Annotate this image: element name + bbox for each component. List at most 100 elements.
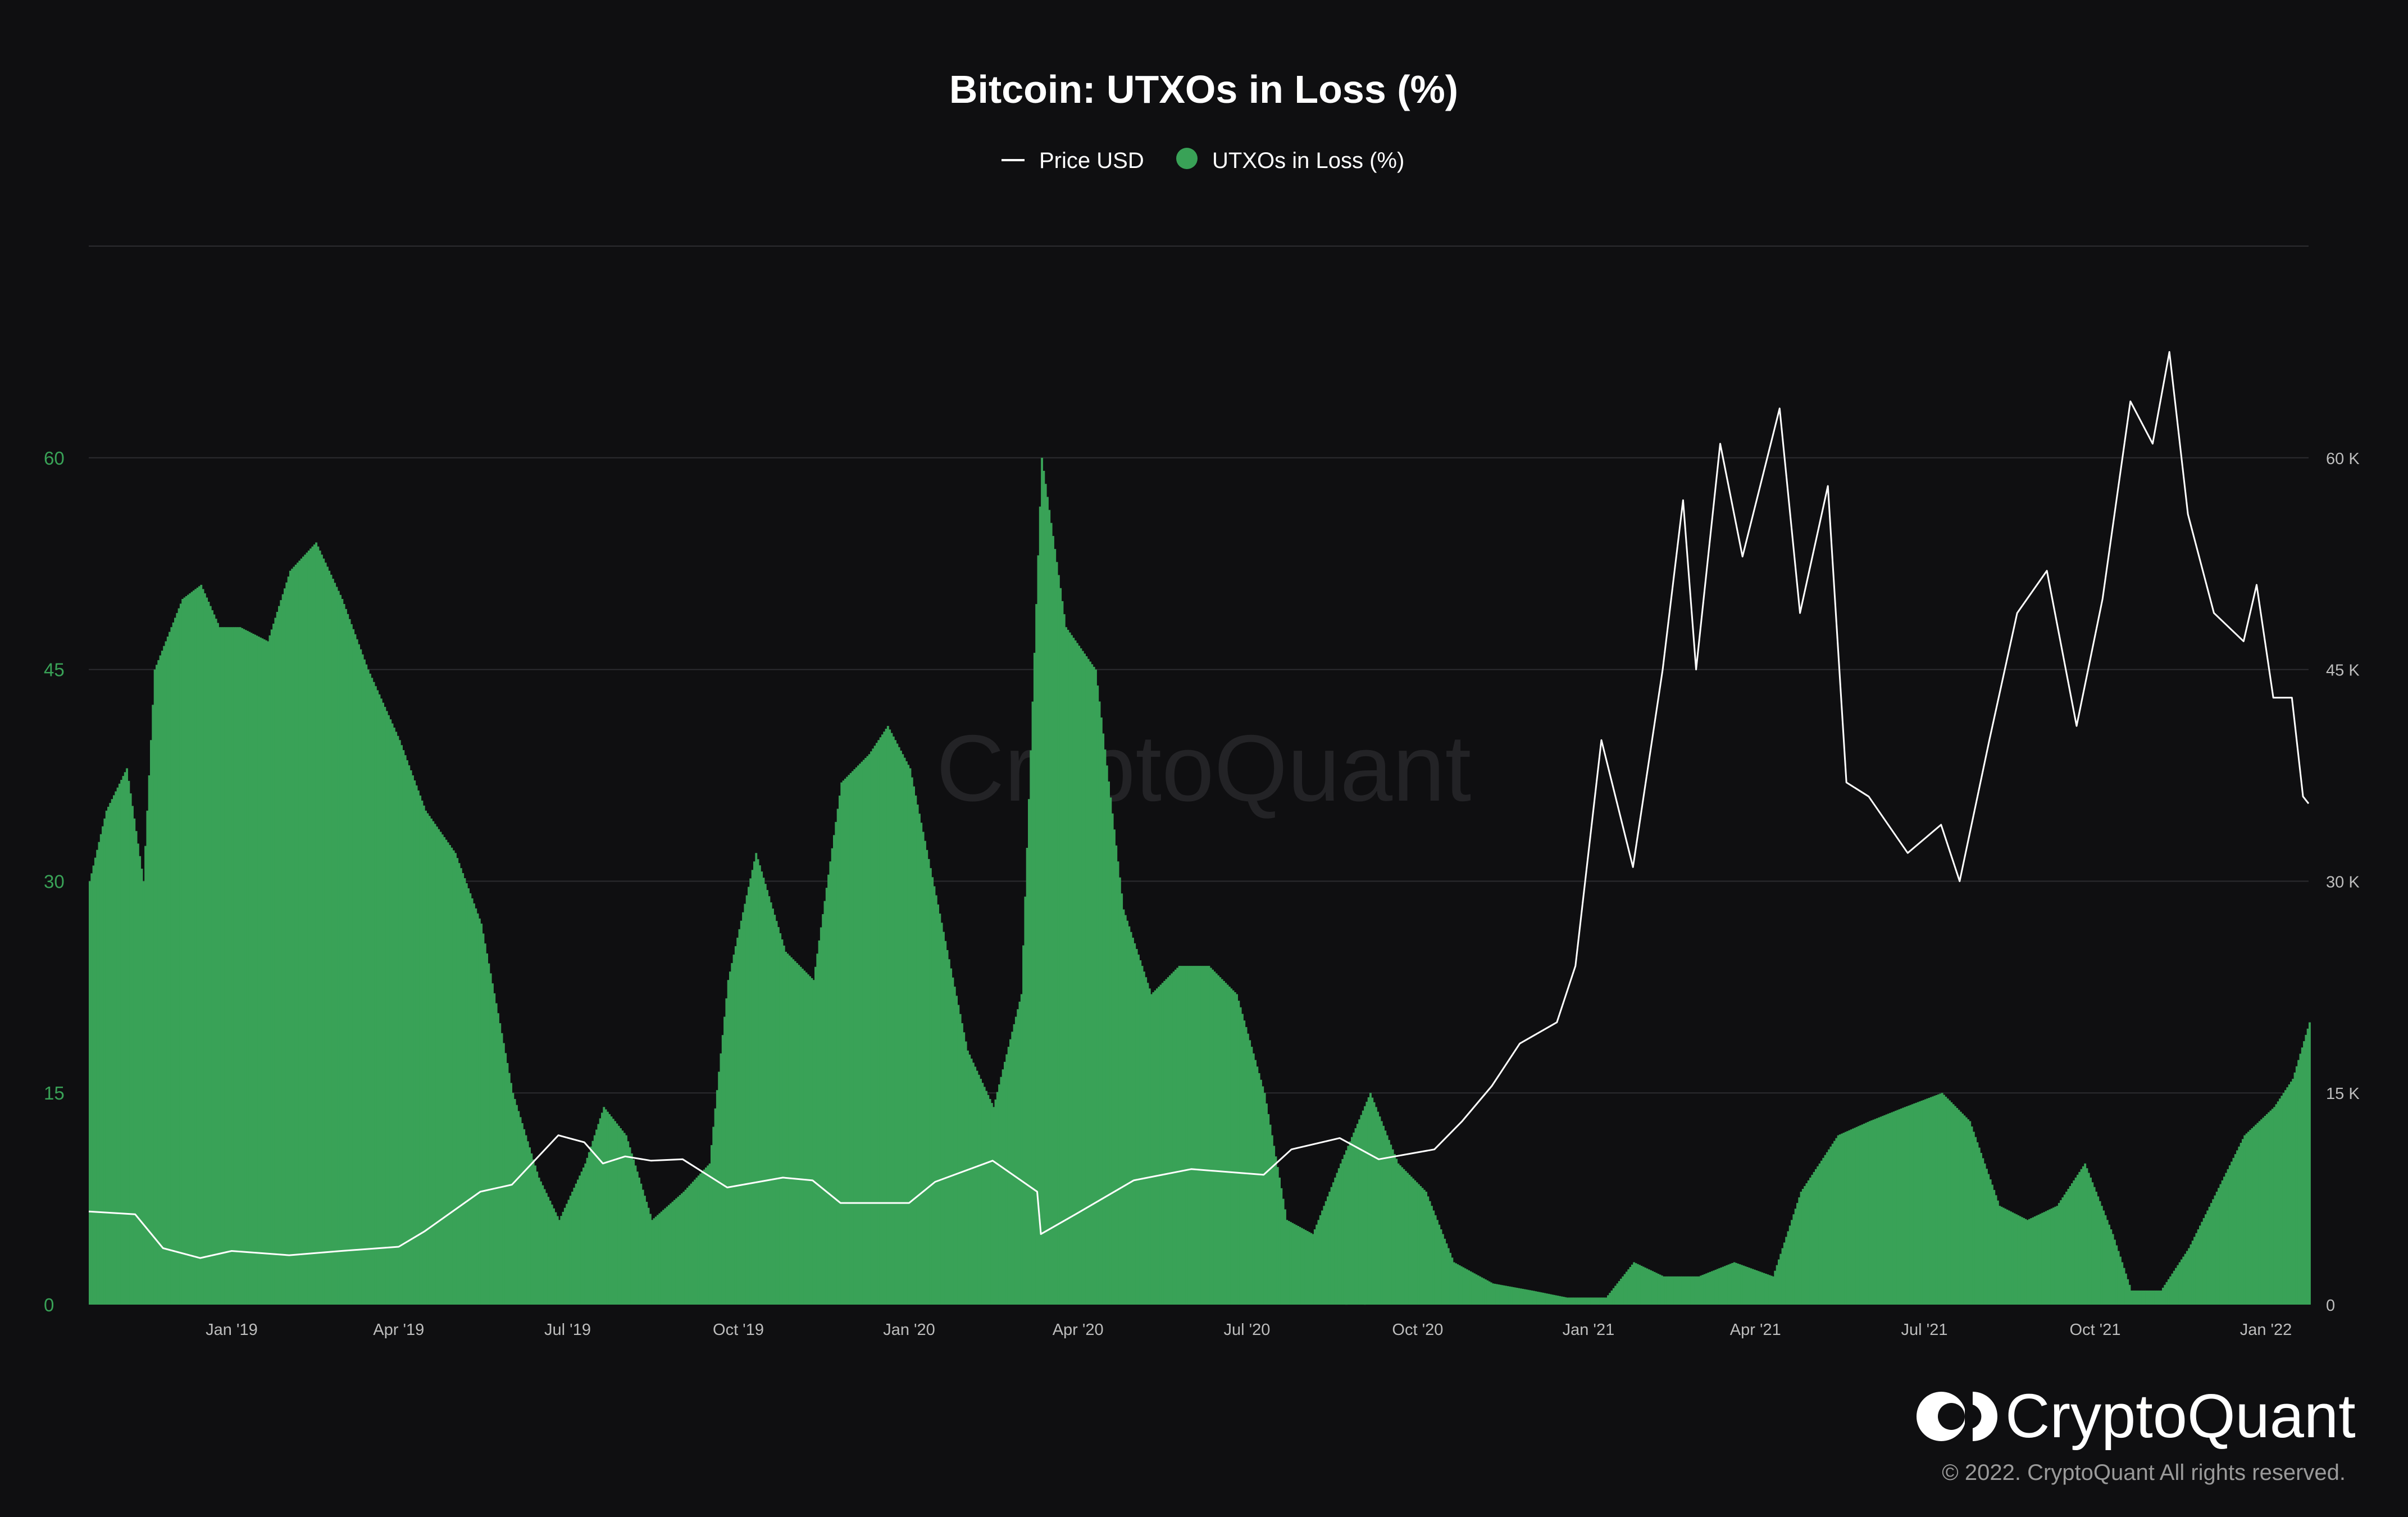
bar — [2165, 1282, 2168, 1305]
bar — [1653, 1271, 1656, 1305]
bar — [1655, 1273, 1658, 1305]
bar — [1354, 1128, 1357, 1305]
bar — [500, 1033, 503, 1305]
y-tick-label-right: 30 K — [2326, 873, 2360, 891]
bar — [2288, 1084, 2291, 1305]
bar — [1815, 1169, 1817, 1305]
bar — [1228, 987, 1231, 1305]
bar — [770, 902, 772, 1305]
bar — [486, 953, 488, 1305]
bar — [1855, 1127, 1858, 1305]
bar — [1510, 1287, 1513, 1305]
bar — [1791, 1220, 1793, 1305]
bar — [1813, 1171, 1815, 1305]
bar — [1324, 1201, 1327, 1305]
bar — [1575, 1297, 1578, 1305]
bar — [1572, 1297, 1574, 1305]
bar — [406, 760, 408, 1305]
bar — [1336, 1173, 1339, 1305]
bar — [1868, 1121, 1871, 1305]
bar — [1048, 510, 1051, 1305]
bar — [1683, 1276, 1686, 1305]
bar — [1635, 1263, 1637, 1305]
bar — [1540, 1292, 1542, 1305]
bar — [963, 1032, 966, 1305]
bar — [1337, 1168, 1340, 1305]
bar — [1072, 638, 1075, 1305]
bar — [1152, 992, 1155, 1305]
bar — [1169, 975, 1171, 1305]
bar — [493, 993, 496, 1305]
bar — [1542, 1292, 1545, 1305]
bar — [1287, 1221, 1290, 1305]
bar — [1879, 1116, 1882, 1305]
bar — [268, 635, 271, 1305]
bar — [1935, 1095, 1938, 1305]
bar — [1911, 1104, 1914, 1305]
bar — [699, 1173, 702, 1305]
bar — [1362, 1110, 1364, 1305]
bar — [2268, 1112, 2270, 1305]
bar — [1932, 1096, 1934, 1305]
bar — [2082, 1166, 2084, 1305]
bar — [903, 757, 906, 1305]
bar — [484, 943, 486, 1305]
bar — [792, 959, 795, 1305]
bar — [365, 664, 368, 1305]
bar — [632, 1159, 635, 1305]
bar — [766, 890, 768, 1305]
legend-item-price[interactable]: Price USD — [1002, 148, 1144, 173]
bar — [939, 914, 941, 1305]
bar — [1535, 1291, 1537, 1305]
bar — [734, 946, 737, 1305]
bar — [1553, 1295, 1555, 1305]
bar — [1266, 1103, 1268, 1305]
bar — [2305, 1034, 2307, 1305]
bar — [1425, 1192, 1427, 1305]
bar — [2266, 1114, 2268, 1305]
bar — [842, 780, 845, 1305]
bar — [831, 848, 834, 1305]
bar — [993, 1107, 995, 1305]
bar — [512, 1093, 515, 1305]
bar — [1788, 1225, 1791, 1305]
legend-item-utxo[interactable]: UTXOs in Loss (%) — [1176, 148, 1404, 173]
bar — [1432, 1210, 1435, 1305]
bar — [183, 597, 186, 1305]
bar — [595, 1129, 598, 1305]
bar — [1545, 1293, 1548, 1305]
bar — [317, 546, 320, 1305]
bar — [695, 1177, 698, 1305]
bar — [886, 726, 889, 1305]
bar — [1959, 1111, 1962, 1305]
bar — [358, 644, 360, 1305]
bar — [764, 884, 767, 1305]
bar — [1549, 1294, 1552, 1305]
bar — [1807, 1180, 1810, 1305]
bar — [107, 806, 110, 1305]
bar — [612, 1119, 614, 1305]
bar — [2225, 1173, 2228, 1305]
bar — [1440, 1229, 1442, 1305]
bar — [2119, 1256, 2122, 1305]
bar — [582, 1168, 585, 1305]
y-tick-label-left: 45 — [44, 660, 65, 680]
bar — [920, 823, 923, 1305]
bar — [270, 629, 273, 1305]
bar — [2232, 1157, 2235, 1305]
bar — [540, 1181, 542, 1305]
bar — [1751, 1269, 1754, 1305]
bar — [812, 980, 815, 1305]
bar — [1707, 1273, 1710, 1305]
bar — [1926, 1098, 1929, 1305]
bar — [1185, 966, 1188, 1305]
bar — [562, 1211, 565, 1305]
bar — [2049, 1209, 2051, 1305]
bar — [120, 780, 123, 1305]
bar — [2080, 1169, 2083, 1305]
bar — [534, 1165, 536, 1305]
bar — [1018, 1001, 1021, 1305]
bar — [952, 977, 954, 1305]
bar — [1431, 1206, 1433, 1305]
bar — [948, 959, 950, 1305]
